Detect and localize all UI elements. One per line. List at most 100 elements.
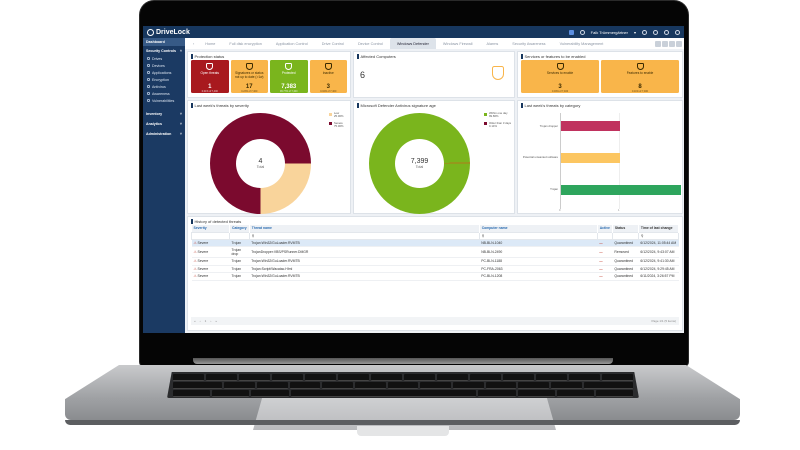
sidebar-item-encryption[interactable]: Encryption bbox=[143, 76, 185, 83]
table-row[interactable]: ⚠ Severe Trojan Trojan:Win32/GuLoader.RVMT… bbox=[191, 239, 679, 247]
sidebar-section-inventory[interactable]: Inventory ˅ bbox=[146, 111, 182, 116]
tab-application-control[interactable]: Application Control bbox=[275, 41, 308, 46]
filter-status[interactable] bbox=[611, 231, 639, 240]
column-header-status[interactable]: Status bbox=[612, 225, 639, 232]
chevron-left-icon[interactable]: ‹ bbox=[193, 41, 195, 46]
brand-logo[interactable]: DriveLock bbox=[147, 28, 190, 36]
sidebar-item-devices[interactable]: Devices bbox=[143, 62, 185, 69]
first-page-button[interactable]: « bbox=[194, 319, 196, 323]
table-row[interactable]: ⚠ Severe Trojan Trojan:Script/Wacatac.H!ml… bbox=[191, 265, 679, 273]
bar-potential-unwanted-software[interactable] bbox=[561, 153, 620, 163]
warning-icon: ⚠ bbox=[193, 266, 197, 271]
tab-bar: ‹ Home Full disk encryption Application … bbox=[185, 38, 684, 49]
column-header-severity[interactable]: Severity bbox=[191, 225, 230, 232]
tab-device-control[interactable]: Device Control bbox=[357, 41, 383, 46]
tab-security-awareness[interactable]: Security Awareness bbox=[512, 41, 546, 46]
shield-icon bbox=[492, 66, 504, 80]
tab-drive-control[interactable]: Drive Control bbox=[321, 41, 344, 46]
bar-trojan[interactable] bbox=[561, 185, 681, 195]
filter-severity[interactable] bbox=[191, 231, 230, 240]
sidebar-item-drives[interactable]: Drives bbox=[143, 55, 185, 62]
more-icon[interactable] bbox=[669, 40, 675, 47]
sidebar-section-analytics[interactable]: Analytics ˅ bbox=[146, 121, 182, 126]
panel-title: Last week's threats by category bbox=[524, 102, 581, 108]
bar-trojan-dropper[interactable] bbox=[561, 121, 620, 131]
legend-item-within-one-day[interactable]: Within one day 99.86% bbox=[484, 111, 511, 119]
table-row[interactable]: ⚠ Severe Trojan Trojan:Win32/GuLoader.RVMT… bbox=[191, 272, 679, 281]
legend-item-severe[interactable]: Severe 75.00% bbox=[329, 121, 344, 129]
legend-item-older-than-3-days[interactable]: Older than 3 days 0.14% bbox=[484, 121, 511, 129]
refresh-icon[interactable] bbox=[662, 40, 668, 47]
encryption-icon bbox=[147, 78, 150, 81]
prev-page-button[interactable]: ‹ bbox=[199, 319, 201, 323]
sidebar-item-awareness[interactable]: Awareness bbox=[143, 90, 185, 97]
panel-title: Last week's threats by severity bbox=[194, 102, 249, 108]
sidebar-section-administration[interactable]: Administration ˅ bbox=[146, 131, 182, 136]
table-row[interactable]: ⚠ Severe Trojan Trojan:Win32/GuLoader.RVMT… bbox=[191, 257, 679, 266]
column-header-time[interactable]: Time of last change bbox=[638, 225, 680, 232]
severity-chart-panel: Last week's threats by severity 4 Total L… bbox=[187, 100, 351, 214]
search-icon[interactable] bbox=[664, 29, 669, 35]
next-page-button[interactable]: › bbox=[210, 319, 212, 323]
page-number-button[interactable]: 1 bbox=[204, 319, 207, 323]
edit-icon[interactable] bbox=[676, 40, 682, 47]
column-header-active[interactable]: Active bbox=[597, 225, 613, 232]
awareness-icon bbox=[147, 92, 150, 95]
settings-icon[interactable] bbox=[642, 29, 647, 35]
gear-icon[interactable] bbox=[675, 29, 680, 35]
tile-protected[interactable]: Protected 7,383 99.77% of 7,400 bbox=[270, 60, 308, 93]
filter-threat-name[interactable]: ⚲ bbox=[248, 231, 480, 240]
chevron-up-icon: ˄ bbox=[179, 48, 182, 53]
legend-item-low[interactable]: Low 25.00% bbox=[329, 111, 344, 119]
tile-inactive[interactable]: Inactive 3 0.04% of 7,400 bbox=[309, 60, 347, 93]
brand-name: DriveLock bbox=[156, 28, 190, 36]
table-row[interactable]: ⚠ Severe Trojan drop TrojanDropper:VBS/PSR… bbox=[191, 246, 679, 258]
chevron-down-icon: ˅ bbox=[179, 131, 182, 136]
top-bar: DriveLock Falk Trümmergärtner ▾ bbox=[143, 26, 684, 38]
tab-vulnerability-management[interactable]: Vulnerability Management bbox=[559, 41, 604, 46]
help-icon[interactable] bbox=[653, 29, 658, 35]
title-bar-marker bbox=[521, 53, 523, 59]
sidebar-group-security-controls[interactable]: Security Controls ˄ bbox=[146, 48, 182, 53]
filter-time[interactable]: ⚲ bbox=[637, 231, 680, 240]
sidebar-item-vulnerabilities[interactable]: Vulnerabilities bbox=[143, 97, 185, 104]
protection-status-panel: Protection status Open threats 1 0.01% of … bbox=[187, 51, 351, 98]
tab-home[interactable]: Home bbox=[205, 41, 216, 46]
threat-history-panel: History of detected threats Severity Cat… bbox=[187, 216, 683, 331]
threat-history-table: Severity Category Threat name Computer n… bbox=[191, 225, 680, 281]
notification-icon[interactable] bbox=[568, 29, 574, 35]
tile-features-to-enable[interactable]: Features to enable 8 0.11% of 7,400 bbox=[601, 60, 679, 93]
filter-category[interactable] bbox=[229, 231, 250, 240]
user-menu[interactable]: Falk Trümmergärtner bbox=[590, 29, 628, 35]
chevron-down-icon[interactable]: ▾ bbox=[633, 29, 636, 35]
column-header-threat-name[interactable]: Threat name bbox=[249, 225, 480, 232]
category-chart-panel: Last week's threats by category Trojan d… bbox=[517, 100, 683, 214]
add-icon[interactable] bbox=[655, 40, 661, 47]
shield-icon bbox=[556, 63, 564, 71]
tab-windows-defender[interactable]: Windows Defender bbox=[389, 38, 436, 49]
keyboard bbox=[167, 372, 639, 398]
app-screen: DriveLock Falk Trümmergärtner ▾ Dashboar… bbox=[143, 26, 684, 333]
sidebar-item-dashboard[interactable]: Dashboard bbox=[143, 38, 185, 46]
sidebar-item-applications[interactable]: Applications bbox=[143, 69, 185, 76]
shield-icon bbox=[324, 63, 332, 71]
chevron-down-icon: ˅ bbox=[179, 111, 182, 116]
title-bar-marker bbox=[191, 102, 193, 108]
column-header-computer-name[interactable]: Computer name bbox=[479, 225, 598, 232]
tab-full-disk-encryption[interactable]: Full disk encryption bbox=[229, 41, 262, 46]
tile-signatures-outdated[interactable]: Signatures or status not up to date (>1w… bbox=[230, 60, 268, 93]
tab-windows-firewall[interactable]: Windows Firewall bbox=[442, 41, 473, 46]
title-bar-marker bbox=[191, 218, 193, 224]
sidebar-item-antivirus[interactable]: Antivirus bbox=[143, 83, 185, 90]
filter-computer-name[interactable]: ⚲ bbox=[478, 231, 598, 240]
shield-icon bbox=[245, 63, 253, 71]
panel-title: Services or features to be enabled bbox=[524, 53, 586, 59]
affected-count[interactable]: 6 bbox=[360, 70, 366, 80]
filter-active[interactable] bbox=[596, 231, 613, 240]
last-page-button[interactable]: » bbox=[215, 319, 218, 323]
tile-open-threats[interactable]: Open threats 1 0.01% of 7,400 bbox=[191, 60, 229, 93]
tile-services-to-enable[interactable]: Services to enable 3 0.04% of 7,400 bbox=[521, 60, 599, 93]
column-header-category[interactable]: Category bbox=[229, 225, 250, 232]
tab-alarms[interactable]: Alarms bbox=[486, 41, 499, 46]
warning-icon: ⚠ bbox=[193, 259, 197, 264]
